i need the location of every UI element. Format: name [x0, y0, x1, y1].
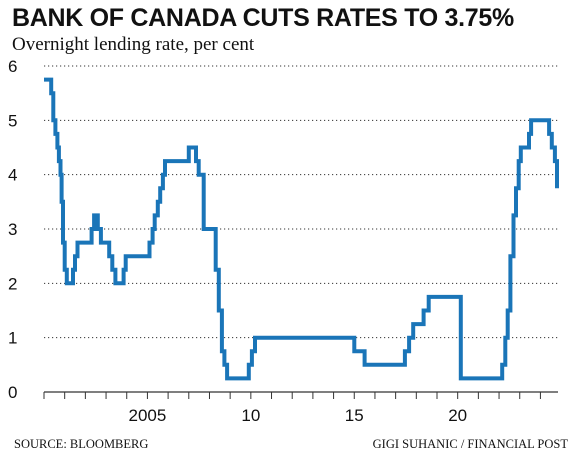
- x-tick-label-2005: 2005: [129, 406, 167, 425]
- series-line-0: [44, 77, 559, 381]
- chart-title: BANK OF CANADA CUTS RATES TO 3.75%: [12, 4, 514, 32]
- x-axis-labels: 2005 10 15 20: [129, 406, 468, 425]
- y-tick-label-0: 0: [8, 383, 17, 402]
- credit-note: GIGI SUHANIC / FINANCIAL POST: [372, 437, 568, 451]
- gridlines: [44, 65, 558, 339]
- chart-subtitle: Overnight lending rate, per cent: [12, 34, 255, 55]
- y-tick-label-1: 1: [8, 329, 17, 348]
- y-tick-label-2: 2: [8, 274, 17, 293]
- x-tick-label-15: 15: [345, 406, 364, 425]
- x-axis: [43, 391, 558, 399]
- y-tick-label-4: 4: [8, 166, 17, 185]
- source-note: SOURCE: BLOOMBERG: [14, 437, 149, 451]
- x-tick-label-20: 20: [448, 406, 467, 425]
- y-tick-label-3: 3: [8, 220, 17, 239]
- y-tick-label-6: 6: [8, 57, 17, 76]
- y-tick-label-5: 5: [8, 111, 17, 130]
- series-layer: [44, 77, 559, 381]
- x-tick-label-10: 10: [241, 406, 260, 425]
- y-axis-labels: 0 1 2 3 4 5 6: [8, 57, 17, 402]
